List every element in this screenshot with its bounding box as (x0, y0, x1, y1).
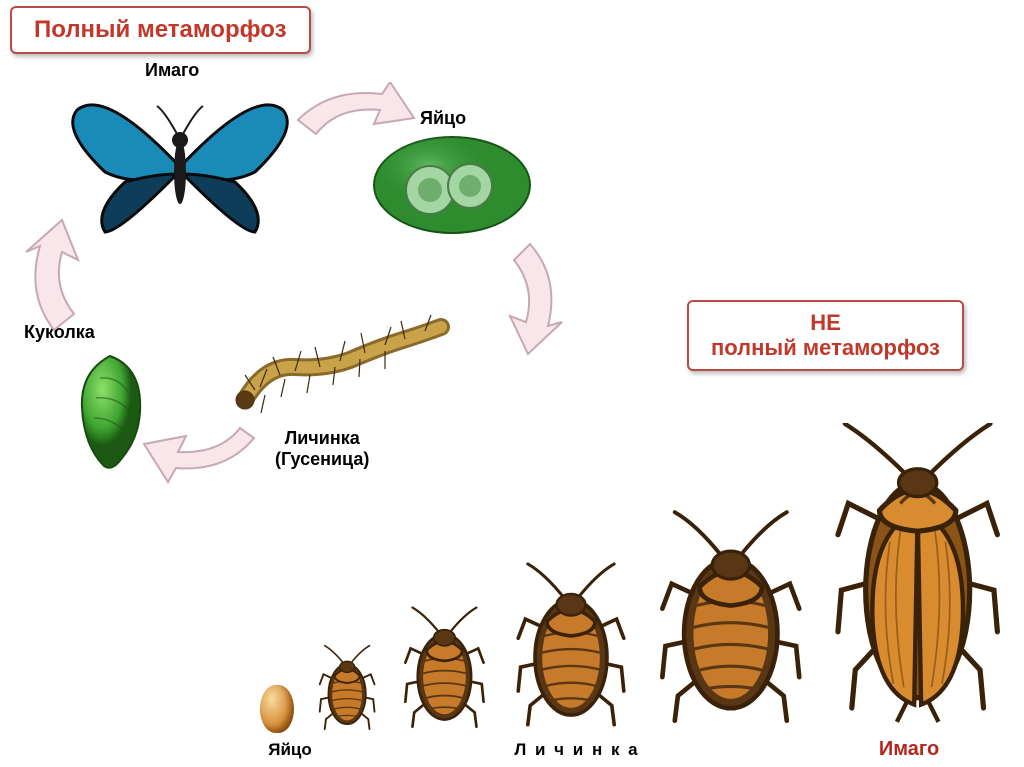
arrow-egg-to-larva (458, 236, 568, 356)
roach-nymph-1-icon (316, 643, 378, 733)
label-imago: Имаго (145, 60, 199, 81)
label-roach-imago: Имаго (814, 738, 1004, 761)
incomplete-labels: Яйцо Л и ч и н к а Имаго (260, 738, 1004, 761)
roach-nymph-2-icon (400, 603, 489, 733)
title-complete-metamorphosis: Полный метаморфоз (10, 6, 311, 54)
label-egg: Яйцо (420, 108, 466, 129)
roach-nymph-4-icon (653, 503, 809, 733)
arrow-larva-to-pupa (142, 398, 262, 488)
title-incomplete-line1: НЕ (810, 310, 841, 335)
incomplete-row (260, 423, 1004, 733)
roach-egg-icon (260, 673, 294, 733)
title-complete-text: Полный метаморфоз (34, 16, 287, 43)
label-roach-larva: Л и ч и н к а (320, 740, 814, 760)
arrow-imago-to-egg (290, 82, 420, 172)
title-incomplete-line2: полный метаморфоз (711, 335, 940, 360)
roach-imago-icon (831, 423, 1004, 733)
arrow-pupa-to-imago (20, 218, 120, 338)
label-roach-egg: Яйцо (260, 740, 320, 760)
title-incomplete-metamorphosis: НЕ полный метаморфоз (687, 300, 964, 371)
roach-nymph-3-icon (511, 558, 631, 733)
